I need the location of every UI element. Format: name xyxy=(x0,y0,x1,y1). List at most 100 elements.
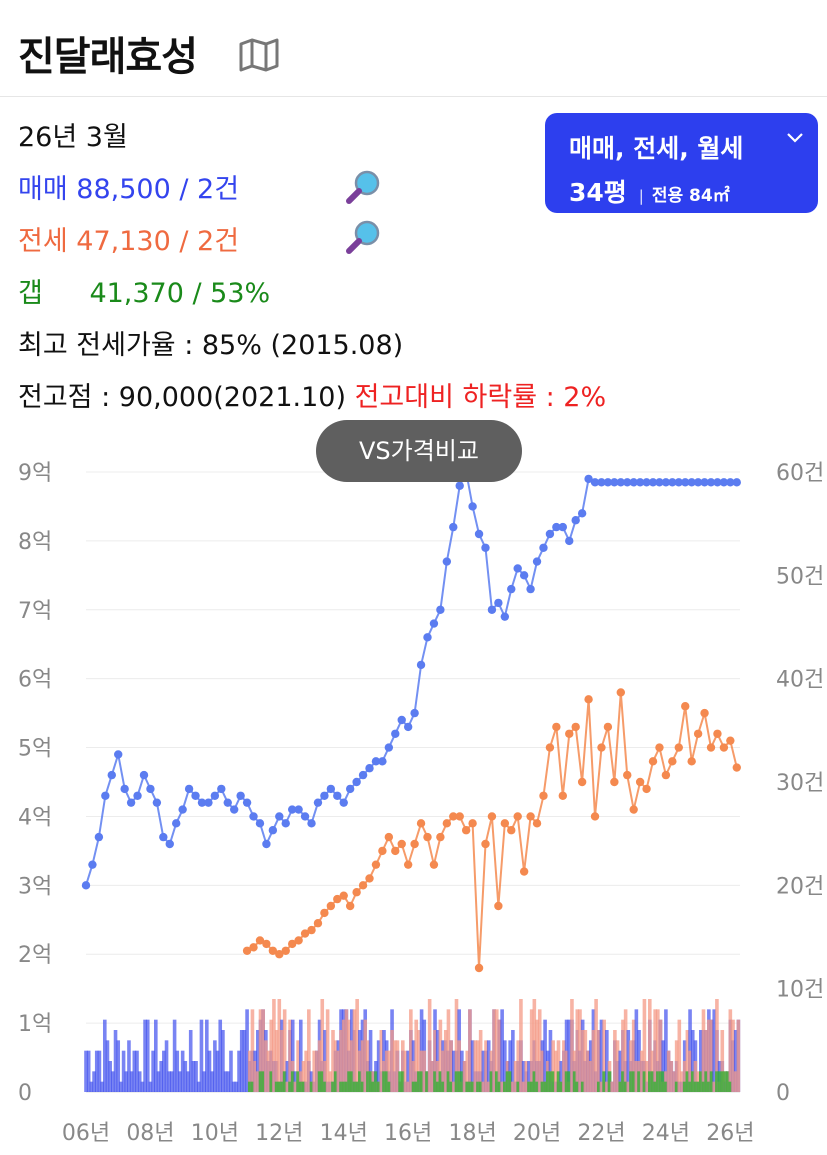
sale-volume-bar xyxy=(129,1071,134,1092)
lease-volume-bar xyxy=(615,1040,620,1092)
rent-volume-bar xyxy=(623,1081,628,1092)
lease-series-point xyxy=(545,743,555,752)
sale-series-point xyxy=(281,819,290,828)
lease-volume-bar xyxy=(580,1030,585,1092)
lease-volume-bar xyxy=(298,1071,303,1092)
rent-volume-bar xyxy=(717,1071,722,1092)
lease-value: 47,130 / 2건 xyxy=(76,226,240,257)
map-icon[interactable] xyxy=(238,38,280,72)
vs-compare-button[interactable]: VS가격비교 xyxy=(316,420,522,482)
sale-series-point xyxy=(107,770,116,780)
rent-volume-bar xyxy=(575,1081,580,1092)
lease-volume-bar xyxy=(307,1009,311,1092)
sale-series-point xyxy=(468,502,477,511)
rent-volume-bar xyxy=(358,1071,362,1092)
rent-volume-bar xyxy=(580,1081,585,1092)
lease-volume-bar xyxy=(562,1040,566,1092)
lease-magnifier-icon[interactable] xyxy=(344,218,384,258)
rent-volume-bar xyxy=(417,1071,421,1092)
rent-volume-bar xyxy=(618,1081,623,1092)
y2-tick-label: 60건 xyxy=(776,461,824,486)
sale-volume-bar xyxy=(221,1030,225,1092)
lease-series-point xyxy=(487,812,497,821)
sale-volume-bar xyxy=(183,1061,188,1092)
sale-volume-bar xyxy=(239,1030,244,1092)
lease-series-point xyxy=(242,946,252,955)
exclusive-area-label: 전용 84㎡ xyxy=(651,186,730,206)
rent-volume-bar xyxy=(331,1081,335,1092)
lease-series-point xyxy=(365,874,374,883)
rent-volume-bar xyxy=(470,1081,475,1092)
sale-volume-bar xyxy=(223,1071,228,1092)
sale-series-point xyxy=(623,478,632,487)
lease-series-point xyxy=(320,908,329,918)
lease-series-point xyxy=(287,939,297,949)
sale-volume-bar xyxy=(108,1061,112,1092)
sale-series-point xyxy=(159,832,168,842)
sale-series-point xyxy=(313,798,323,807)
sale-volume-bar xyxy=(419,1009,424,1092)
sale-volume-bar xyxy=(111,1071,115,1092)
lease-series-point xyxy=(616,688,625,697)
lease-series-point xyxy=(300,929,310,938)
sale-volume-bar xyxy=(116,1040,121,1092)
sale-volume-bar xyxy=(218,1019,223,1092)
sale-volume-bar xyxy=(188,1030,193,1092)
lease-series-point xyxy=(333,894,342,904)
lease-volume-bar xyxy=(656,1009,660,1092)
sale-volume-bar xyxy=(688,1009,692,1092)
rent-volume-bar xyxy=(545,1071,550,1092)
x-tick-label: 14년 xyxy=(320,1121,368,1146)
rent-volume-bar xyxy=(290,1071,295,1092)
lease-volume-bar xyxy=(511,1081,515,1092)
sale-volume-bar xyxy=(256,1030,260,1092)
sale-volume-bar xyxy=(293,1071,298,1092)
sale-volume-bar xyxy=(191,1061,196,1092)
lease-volume-bar xyxy=(680,1071,684,1092)
sale-series-point xyxy=(184,784,194,794)
lease-volume-bar xyxy=(634,1061,639,1092)
trade-type-filter-button[interactable]: 매매, 전세, 월세 34평 | 전용 84㎡ xyxy=(545,113,818,213)
rent-volume-bar xyxy=(540,1081,545,1092)
lease-volume-bar xyxy=(639,1050,644,1092)
lease-volume-bar xyxy=(484,1040,488,1092)
rent-volume-bar xyxy=(527,1081,531,1092)
sale-series-point xyxy=(345,784,355,794)
sale-series-point xyxy=(204,798,213,807)
lease-volume-bar xyxy=(409,1009,413,1092)
sale-series-point xyxy=(603,478,613,487)
lease-volume-bar xyxy=(333,1040,338,1092)
rent-volume-bar xyxy=(629,1071,633,1092)
sale-volume-bar xyxy=(559,1061,563,1092)
lease-series-point xyxy=(384,832,394,842)
sale-volume-bar xyxy=(664,1009,668,1092)
separator: | xyxy=(638,187,644,205)
lease-volume-bar xyxy=(529,1009,534,1092)
lease-volume-bar xyxy=(666,1050,671,1092)
sale-volume-bar xyxy=(164,1040,169,1092)
sale-magnifier-icon[interactable] xyxy=(344,168,384,208)
sale-series-point xyxy=(519,571,529,580)
sale-volume-bar xyxy=(135,1050,139,1092)
lease-volume-bar xyxy=(441,1050,445,1092)
rent-volume-bar xyxy=(341,1081,346,1092)
sale-series-point xyxy=(275,812,284,821)
sale-value: 88,500 / 2건 xyxy=(76,174,240,205)
sale-volume-bar xyxy=(89,1081,94,1092)
sale-series-point xyxy=(700,478,709,487)
lease-series-point xyxy=(481,839,490,849)
rent-volume-bar xyxy=(438,1071,443,1092)
rent-volume-bar xyxy=(376,1081,381,1092)
lease-volume-bar xyxy=(256,1071,260,1092)
x-tick-label: 24년 xyxy=(642,1121,690,1146)
rent-volume-bar xyxy=(288,1081,292,1092)
lease-series-point xyxy=(474,963,484,973)
lease-series-point xyxy=(268,946,278,955)
header: 진달래효성 xyxy=(0,0,827,97)
rent-volume-bar xyxy=(425,1071,429,1092)
lease-volume-bar xyxy=(468,1009,472,1092)
sale-volume-bar xyxy=(196,1081,201,1092)
lease-volume-bar xyxy=(347,1019,351,1092)
lease-volume-bar xyxy=(250,1009,255,1092)
lease-volume-bar xyxy=(349,1040,354,1092)
